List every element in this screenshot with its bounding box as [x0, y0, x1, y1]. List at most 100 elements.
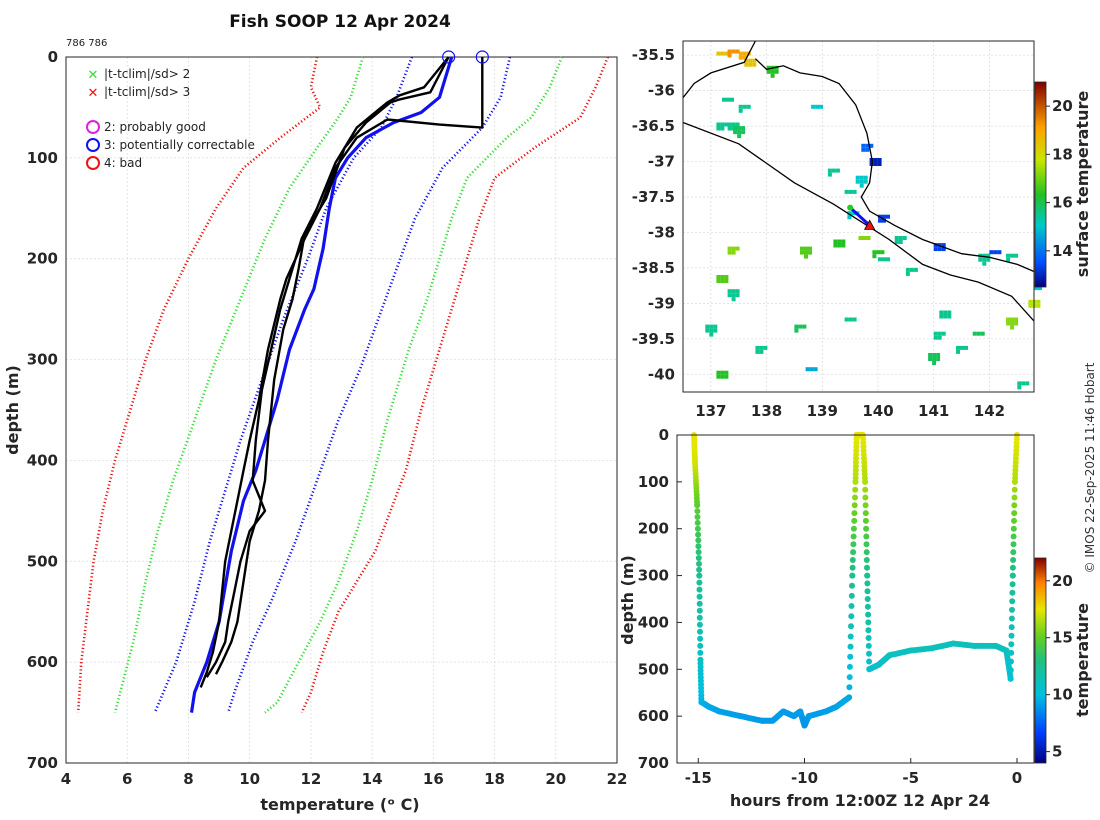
- series-profile-blue: [189, 56, 454, 713]
- sst-pixel: [737, 126, 742, 131]
- time-y-tick-label: 700: [638, 754, 669, 772]
- temperature-point: [849, 557, 856, 563]
- flag4-circle-icon: [86, 156, 100, 170]
- map-axes-box: [682, 40, 1035, 393]
- sst-pixel: [861, 147, 866, 152]
- sst-pixel: [709, 324, 714, 329]
- sst-pixel: [982, 257, 987, 262]
- sst-pixel: [913, 267, 918, 272]
- map-y-tick-label: -35.5: [632, 46, 675, 64]
- sst-pixel: [848, 189, 853, 194]
- sst-pixel: [943, 310, 948, 315]
- temperature-point: [696, 600, 703, 607]
- temperature-point: [1009, 598, 1016, 605]
- sst-pixel: [727, 293, 732, 298]
- sst-pixel: [1014, 321, 1019, 326]
- temperature-point: [863, 549, 870, 556]
- legend-sd2-label: |t-tclim|/sd> 2: [104, 67, 190, 81]
- sst-pixel: [811, 104, 816, 109]
- sst-pixel: [947, 310, 952, 315]
- sst-pixel: [733, 130, 738, 135]
- temperature-point: [865, 635, 872, 641]
- map-x-tick-label: 138: [751, 402, 782, 420]
- sst-pixel: [936, 353, 941, 357]
- sst-pixel: [1038, 286, 1042, 291]
- series-clim-2sd: [264, 56, 564, 714]
- sst-pixel: [859, 179, 864, 184]
- temperature-point: [1009, 589, 1016, 596]
- sst-pixel: [737, 130, 742, 135]
- sst-pixel: [794, 324, 799, 329]
- sst-pixel: [861, 143, 866, 148]
- sst-pixel: [724, 122, 729, 127]
- sst-pixel: [766, 69, 771, 74]
- sst-pixel: [941, 247, 946, 252]
- x-tick-label: 16: [423, 770, 444, 788]
- temperature-point: [697, 628, 703, 635]
- map-y-tick-label: -36.5: [632, 117, 675, 135]
- temperature-point: [865, 619, 872, 626]
- sst-pixel: [724, 370, 729, 375]
- temperature-point: [864, 580, 871, 587]
- track-end-marker: [863, 219, 876, 230]
- sst-pixel: [1021, 381, 1026, 386]
- temperature-point: [852, 486, 859, 493]
- sst-pixel: [898, 236, 903, 240]
- sst-pixel: [720, 126, 725, 131]
- sst-pixel: [727, 49, 732, 54]
- temperature-point: [1010, 541, 1017, 548]
- time-y-tick-label: 200: [638, 520, 669, 538]
- sst-pixel: [960, 345, 964, 350]
- temp-colorbar-tick-label: 5: [1052, 743, 1062, 761]
- temperature-point: [864, 596, 871, 602]
- temperature-point: [1008, 641, 1015, 648]
- sst-pixel: [720, 374, 725, 379]
- sst-pixel: [727, 126, 732, 131]
- sst-pixel: [1034, 286, 1038, 291]
- sst-pixel: [932, 357, 937, 361]
- temperature-point: [849, 582, 855, 589]
- sst-pixel: [880, 250, 885, 255]
- sst-pixel: [1006, 253, 1011, 258]
- sst-pixel: [716, 370, 721, 375]
- temperature-point: [847, 633, 854, 640]
- temperature-point: [850, 541, 857, 548]
- sst-pixel: [841, 243, 846, 248]
- map-y-tick-label: -38.5: [632, 259, 675, 277]
- temp-colorbar: [1034, 557, 1047, 764]
- temperature-point: [1010, 557, 1017, 563]
- temperature-point: [696, 614, 703, 621]
- sst-pixel: [1010, 325, 1015, 330]
- sst-pixel: [805, 367, 810, 372]
- temperature-point: [695, 555, 702, 561]
- sst-pixel: [982, 253, 987, 258]
- temp-colorbar-tick-label: 15: [1052, 629, 1073, 647]
- temperature-point: [694, 508, 701, 515]
- temperature-point: [697, 642, 704, 649]
- sst-pixel: [872, 254, 877, 259]
- sst-pixel: [939, 314, 944, 319]
- sst-pixel: [804, 246, 808, 251]
- sst-pixel: [724, 374, 729, 379]
- sst-pixel: [982, 261, 987, 266]
- sst-pixel: [794, 328, 799, 333]
- temperature-point: [862, 478, 869, 485]
- sst-pixel: [882, 218, 886, 223]
- sst-pixel: [851, 211, 856, 216]
- sst-pixel: [1006, 321, 1011, 326]
- sst-pixel: [731, 122, 736, 127]
- time-y-axis-label: depth (m): [618, 555, 637, 645]
- sst-pixel: [716, 122, 721, 127]
- time-y-tick-label: 500: [638, 660, 669, 678]
- sst-pixel: [882, 214, 886, 219]
- sst-pixel: [808, 250, 812, 255]
- sst-pixel: [865, 143, 870, 148]
- temperature-point: [848, 603, 855, 609]
- sst-pixel: [709, 332, 714, 337]
- legend-flag2-label: 2: probably good: [104, 120, 206, 134]
- sst-pixel: [731, 250, 736, 255]
- sst-pixel: [809, 367, 814, 372]
- sst-pixel: [844, 189, 849, 194]
- temperature-point: [1009, 564, 1016, 571]
- sst-pixel: [905, 267, 910, 272]
